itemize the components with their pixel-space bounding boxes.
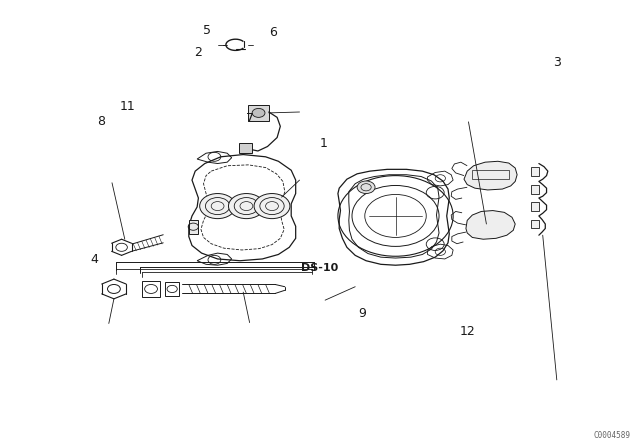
Text: 4: 4 (91, 253, 99, 267)
Polygon shape (464, 161, 517, 190)
Polygon shape (531, 185, 539, 194)
Circle shape (228, 194, 264, 219)
Polygon shape (189, 220, 198, 234)
Text: 11: 11 (120, 100, 136, 113)
Polygon shape (248, 105, 269, 121)
Text: 1: 1 (320, 137, 328, 150)
Circle shape (254, 194, 290, 219)
Text: 7: 7 (246, 112, 253, 125)
Text: 9: 9 (358, 307, 366, 320)
Text: 5: 5 (204, 24, 211, 37)
Polygon shape (531, 202, 539, 211)
Text: 3: 3 (553, 56, 561, 69)
Text: C0004589: C0004589 (593, 431, 630, 440)
Text: 2: 2 (195, 46, 202, 60)
Circle shape (200, 194, 236, 219)
Circle shape (357, 181, 375, 194)
Circle shape (252, 108, 265, 117)
Polygon shape (239, 143, 252, 153)
Text: 6: 6 (269, 26, 276, 39)
Text: 12: 12 (460, 325, 475, 338)
Polygon shape (466, 211, 515, 239)
Polygon shape (531, 220, 539, 228)
Text: 8: 8 (97, 115, 105, 129)
Polygon shape (531, 167, 539, 176)
Text: DS-10: DS-10 (301, 263, 338, 273)
